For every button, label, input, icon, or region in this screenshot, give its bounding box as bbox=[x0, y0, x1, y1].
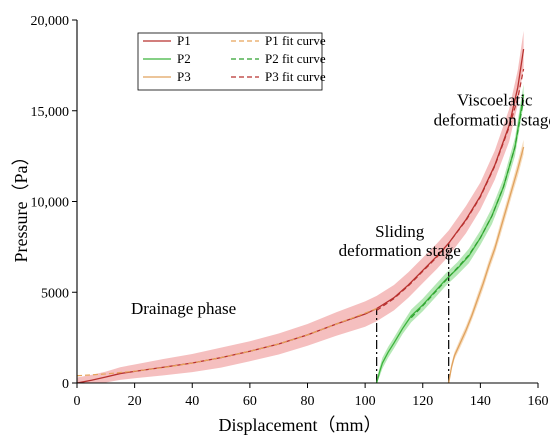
legend: P1 P1 fit curve P2 P2 fit curve P3 P3 fit cur… bbox=[137, 32, 326, 91]
stage-divider-lines bbox=[376, 243, 450, 383]
annotation-text: Sliding bbox=[375, 222, 425, 241]
x-tick-label: 120 bbox=[412, 394, 433, 409]
legend-items: P1 P1 fit curve P2 P2 fit curve P3 P3 fit cur… bbox=[143, 33, 326, 84]
x-tick-label: 160 bbox=[528, 394, 549, 409]
x-axis-title: Displacement（mm） bbox=[219, 415, 382, 435]
series-line-p1-fit-curve bbox=[76, 308, 377, 377]
x-tick-label: 40 bbox=[185, 394, 199, 409]
x-tick-label: 100 bbox=[355, 394, 376, 409]
legend-label-p2: P2 bbox=[177, 51, 191, 66]
x-tick-label: 80 bbox=[301, 394, 315, 409]
x-tick-label: 60 bbox=[243, 394, 257, 409]
y-tick-label: 5000 bbox=[41, 286, 69, 301]
annotation-text: deformation stage bbox=[434, 110, 550, 129]
x-tick-label: 0 bbox=[74, 394, 81, 409]
y-axis-title: Pressure（Pa） bbox=[11, 148, 31, 263]
y-tick-label: 0 bbox=[62, 377, 69, 392]
series-lines bbox=[76, 48, 525, 384]
legend-label-p2-fit-curve: P2 fit curve bbox=[265, 51, 326, 66]
y-tick-label: 10,000 bbox=[31, 196, 70, 211]
axis-ticks: 0 20 40 60 80 100 120 140 160 0 5000 10,000 15,000 20… bbox=[31, 14, 549, 409]
x-tick-label: 20 bbox=[128, 394, 142, 409]
y-tick-label: 15,000 bbox=[31, 105, 70, 120]
confidence-bands bbox=[77, 30, 524, 384]
legend-label-p1-fit-curve: P1 fit curve bbox=[265, 33, 326, 48]
x-tick-label: 140 bbox=[470, 394, 491, 409]
annotation-text: Viscoelatic bbox=[457, 90, 533, 109]
series-line-p2-fit-curve bbox=[410, 99, 525, 319]
series-line-p3 bbox=[448, 146, 525, 384]
y-tick-label: 20,000 bbox=[31, 14, 70, 29]
legend-box bbox=[137, 32, 323, 91]
legend-label-p1: P1 bbox=[177, 33, 191, 48]
band-p2 bbox=[376, 84, 524, 384]
legend-label-p3-fit-curve: P3 fit curve bbox=[265, 69, 326, 84]
legend-label-p3: P3 bbox=[177, 69, 191, 84]
series-line-p3-fit-curve bbox=[376, 68, 525, 311]
annotation-text: Drainage phase bbox=[131, 299, 236, 318]
annotation-text: deformation stage bbox=[339, 241, 461, 260]
